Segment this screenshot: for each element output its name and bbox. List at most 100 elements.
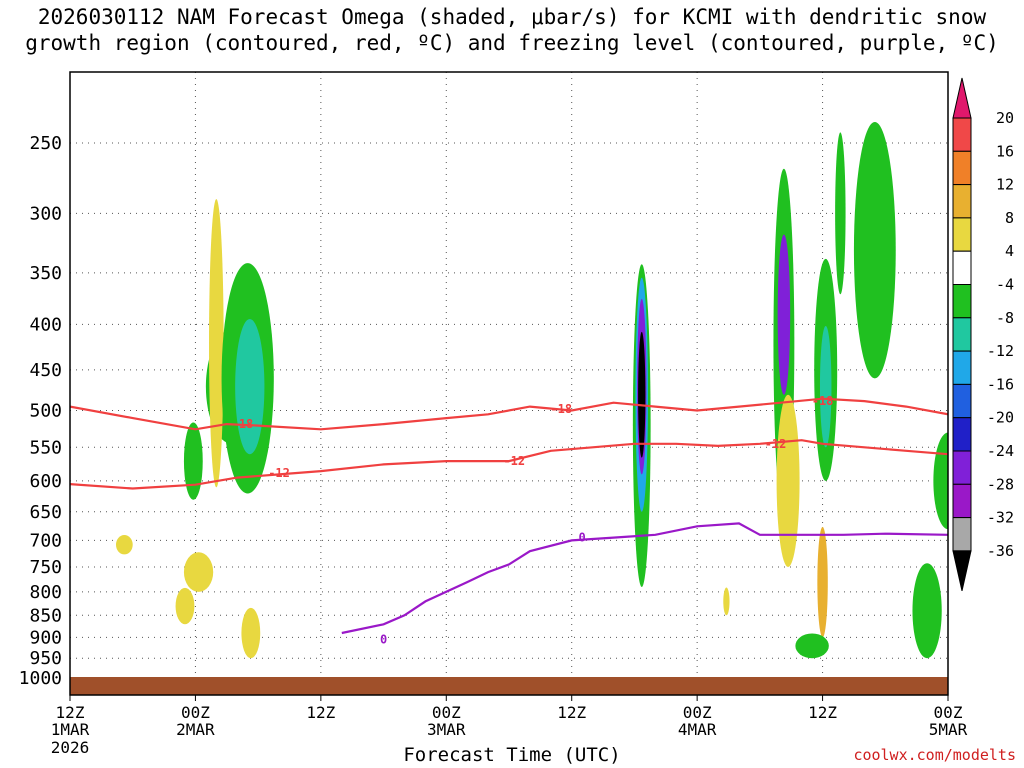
- y-tick-label: 650: [29, 502, 62, 523]
- contour-label: -18: [812, 394, 834, 408]
- y-tick-label: 800: [29, 582, 62, 603]
- x-tick-label: 3MAR: [427, 720, 466, 739]
- omega-cell: [795, 633, 829, 659]
- contour-label: 0: [579, 531, 586, 545]
- omega-cell: [862, 153, 871, 273]
- x-tick-label: 1MAR: [51, 720, 90, 739]
- x-tick-label: 12Z: [56, 703, 85, 722]
- y-tick-label: 700: [29, 530, 62, 551]
- omega-cell: [183, 552, 214, 592]
- x-tick-label: 00Z: [181, 703, 210, 722]
- y-tick-label: 850: [29, 605, 62, 626]
- y-tick-label: 250: [29, 133, 62, 154]
- contour-label: -18: [550, 402, 572, 416]
- x-axis-title: Forecast Time (UTC): [403, 744, 621, 766]
- colorbar-label: -16: [987, 375, 1014, 393]
- colorbar: 20 16 12 8 4 -4 -8 -12 -16 -20 -24 -28 -32 -36: [952, 77, 1014, 592]
- omega-cell: [638, 331, 646, 458]
- colorbar-label: -12: [987, 342, 1014, 360]
- colorbar-swatch: [952, 417, 972, 452]
- colorbar-label: 20: [996, 109, 1014, 127]
- colorbar-swatch: [952, 383, 972, 419]
- y-tick-label: 950: [29, 648, 62, 669]
- x-tick-label: 00Z: [934, 703, 963, 722]
- colorbar-label: -32: [987, 509, 1014, 527]
- y-tick-label: 600: [29, 471, 62, 492]
- x-tick-label: 2MAR: [176, 720, 215, 739]
- y-tick-label: 550: [29, 437, 62, 458]
- omega-cell: [777, 234, 791, 395]
- omega-cell: [209, 199, 224, 488]
- x-tick-label: 2026: [51, 738, 90, 757]
- colorbar-swatch: [952, 483, 972, 519]
- omega-cell: [183, 422, 203, 500]
- colorbar-label: 4: [1005, 242, 1014, 260]
- colorbar-swatch: [952, 450, 972, 485]
- omega-cell: [835, 132, 846, 295]
- y-tick-label: 500: [29, 401, 62, 422]
- colorbar-swatch: [952, 184, 972, 219]
- omega-cell: [723, 587, 730, 616]
- colorbar-label: -8: [996, 309, 1014, 327]
- omega-cell: [819, 325, 832, 448]
- omega-cell: [933, 432, 948, 530]
- x-tick-label: 5MAR: [929, 720, 968, 739]
- contour-label: 0: [380, 632, 387, 646]
- contour-label: -12: [503, 454, 525, 468]
- omega-cell: [817, 526, 828, 638]
- colorbar-swatch: [952, 117, 972, 152]
- contour-label: -12: [268, 466, 290, 480]
- omega-cell: [912, 563, 942, 659]
- omega-shading: [115, 121, 948, 659]
- colorbar-swatch: [952, 284, 972, 319]
- omega-cell: [235, 319, 265, 455]
- terrain-fill: [70, 677, 948, 695]
- contour-line--18: [70, 397, 948, 431]
- y-tick-label: 1000: [19, 668, 62, 689]
- colorbar-label: -24: [987, 442, 1014, 460]
- y-tick-label: 900: [29, 627, 62, 648]
- x-tick-label: 00Z: [432, 703, 461, 722]
- chart-title-line2: growth region (contoured, red, ºC) and f…: [25, 31, 999, 55]
- omega-cell: [853, 121, 896, 379]
- colorbar-label: -4: [996, 276, 1014, 294]
- chart-title-line1: 2026030112 NAM Forecast Omega (shaded, μ…: [37, 5, 987, 29]
- colorbar-label: 16: [996, 142, 1014, 160]
- colorbar-swatch: [952, 217, 972, 252]
- contour-line-0: [341, 522, 948, 635]
- y-tick-label: 750: [29, 557, 62, 578]
- colorbar-swatch: [952, 350, 972, 385]
- colorbar-arrow-top: [952, 77, 972, 119]
- y-tick-label: 450: [29, 360, 62, 381]
- y-axis: 2503003504004505005506006507007508008509…: [19, 133, 62, 689]
- colorbar-label: 12: [996, 176, 1014, 194]
- colorbar-arrow-bottom: [952, 550, 972, 592]
- y-tick-label: 300: [29, 203, 62, 224]
- x-tick-label: 12Z: [808, 703, 837, 722]
- plot-frame: [69, 71, 949, 696]
- omega-cell: [115, 535, 133, 555]
- colorbar-label: -36: [987, 542, 1014, 560]
- x-tick-label: 4MAR: [678, 720, 717, 739]
- colorbar-swatch: [952, 150, 972, 186]
- credit-text: coolwx.com/modelts: [853, 746, 1016, 764]
- colorbar-swatch: [952, 517, 972, 552]
- x-tick-label: 12Z: [557, 703, 586, 722]
- omega-cell: [241, 607, 261, 659]
- contours: -18 -12 -18 -12 -12 -18 0 0: [70, 394, 948, 646]
- colorbar-label: -20: [987, 409, 1014, 427]
- colorbar-swatch: [952, 317, 972, 352]
- colorbar-label: 8: [1005, 209, 1014, 227]
- contour-label: -12: [765, 437, 787, 451]
- omega-cell: [776, 394, 800, 567]
- y-tick-label: 350: [29, 263, 62, 284]
- x-tick-label: 00Z: [683, 703, 712, 722]
- y-tick-label: 400: [29, 314, 62, 335]
- colorbar-label: -28: [987, 475, 1014, 493]
- contour-line--12: [70, 439, 948, 490]
- x-tick-label: 12Z: [306, 703, 335, 722]
- omega-cell: [175, 587, 195, 625]
- chart-title: 2026030112 NAM Forecast Omega (shaded, μ…: [0, 4, 1024, 56]
